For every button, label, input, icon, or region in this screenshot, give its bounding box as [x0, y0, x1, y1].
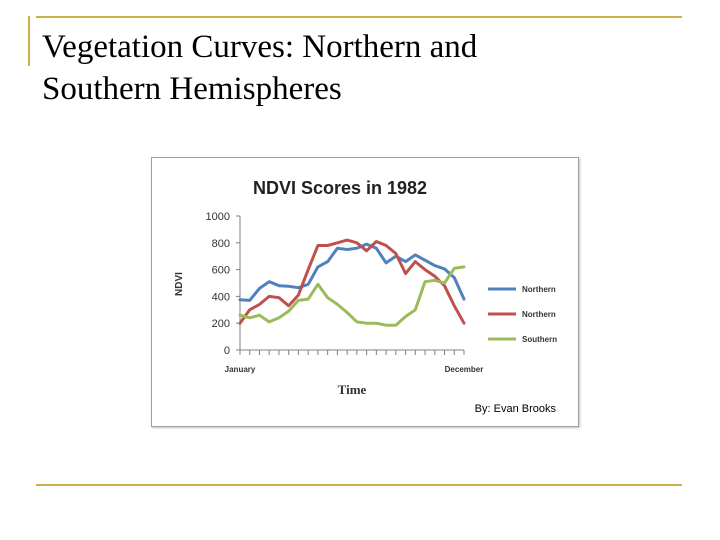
- top-rule: [36, 16, 682, 18]
- x-axis-label: Time: [338, 382, 367, 397]
- y-tick-label: 400: [212, 291, 230, 303]
- chart-frame: NDVI Scores in 1982 NDVI Time By: Evan B…: [151, 157, 579, 427]
- chart-title: NDVI Scores in 1982: [253, 178, 427, 198]
- series-line-3: [238, 265, 466, 327]
- slide-title-line-1: Vegetation Curves: Northern and: [42, 29, 478, 65]
- left-rule: [28, 16, 30, 66]
- y-tick-label: 800: [212, 238, 230, 250]
- slide-title-line-2: Southern Hemispheres: [42, 71, 342, 107]
- series-line-1: [238, 242, 466, 302]
- bottom-rule: [36, 484, 682, 486]
- ndvi-chart: NDVI Scores in 1982 NDVI Time By: Evan B…: [174, 178, 557, 415]
- y-axis-label: NDVI: [174, 272, 185, 296]
- legend-label-2: Northern: [522, 310, 556, 319]
- y-tick-label: 600: [212, 265, 230, 277]
- x-tick-label: December: [445, 365, 484, 374]
- plot-area: 0 200 400 600 800 1000 January December: [206, 211, 484, 374]
- series-line-2: [238, 238, 466, 325]
- legend-label-3: Southern: [522, 335, 557, 344]
- y-tick-label: 1000: [206, 211, 230, 223]
- author-credit: By: Evan Brooks: [475, 403, 557, 415]
- legend-label-1: Northern: [522, 285, 556, 294]
- y-tick-label: 200: [212, 318, 230, 330]
- x-tick-label: January: [225, 365, 256, 374]
- slide-title: Vegetation Curves: Northern and Southern…: [42, 26, 682, 110]
- y-tick-label: 0: [224, 345, 230, 357]
- legend: Northern Northern Southern: [488, 285, 557, 344]
